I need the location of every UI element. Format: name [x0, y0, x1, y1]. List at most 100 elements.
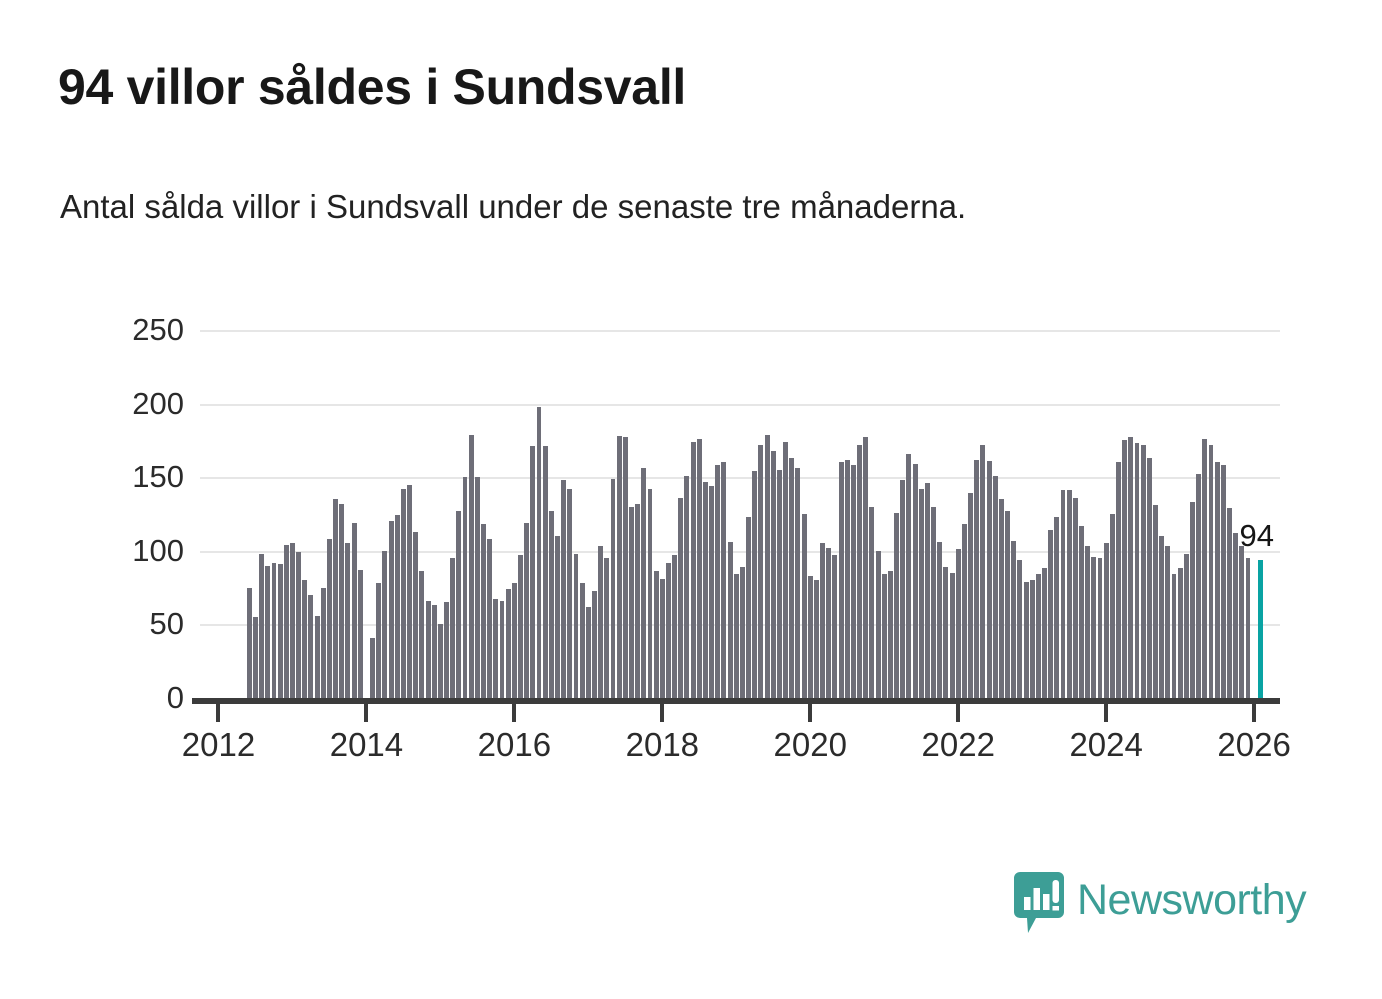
bar — [308, 594, 314, 698]
bar — [783, 441, 789, 698]
y-axis-tick-label: 200 — [132, 385, 184, 421]
x-axis-tick-mark — [1104, 704, 1109, 722]
bar — [1208, 444, 1214, 698]
x-axis-tick-mark — [1252, 704, 1257, 722]
bar — [518, 555, 523, 698]
bar — [592, 590, 597, 698]
bar — [826, 547, 832, 698]
bar — [604, 558, 610, 698]
bar — [1146, 458, 1152, 698]
bar — [370, 637, 376, 698]
bar — [1233, 533, 1239, 698]
bar — [1171, 574, 1177, 698]
bar — [394, 515, 400, 698]
bar — [838, 462, 844, 698]
bar — [721, 462, 727, 698]
bar — [887, 571, 893, 698]
bar — [795, 468, 801, 698]
bar — [1140, 444, 1146, 698]
bar — [1091, 556, 1097, 698]
bar — [481, 524, 486, 698]
bar — [764, 434, 770, 698]
bar — [259, 553, 265, 698]
bar — [844, 459, 850, 698]
bar — [684, 475, 690, 698]
bar — [1220, 465, 1226, 698]
bar — [1054, 516, 1060, 698]
bar — [752, 471, 758, 698]
bar — [1153, 505, 1158, 698]
bar — [622, 437, 628, 698]
bar — [610, 478, 616, 698]
bar — [1196, 474, 1202, 698]
bar — [357, 569, 363, 698]
bar — [1159, 536, 1165, 698]
bar — [320, 587, 326, 698]
bar — [1214, 462, 1220, 698]
bar — [1190, 502, 1195, 698]
x-axis-tick-label: 2016 — [477, 726, 552, 763]
bar — [1202, 438, 1208, 698]
bar — [666, 562, 671, 698]
bar — [641, 468, 647, 698]
bar — [382, 550, 388, 698]
bar — [980, 444, 986, 698]
bar — [709, 486, 715, 698]
bar — [499, 600, 505, 698]
bar — [456, 511, 462, 698]
bar — [733, 574, 739, 698]
bar — [339, 503, 345, 698]
bar — [992, 475, 998, 698]
value-label: 94 — [1239, 517, 1274, 553]
bar-chart-speech-bubble-icon — [1014, 872, 1064, 934]
bar — [659, 578, 665, 698]
bar-highlighted — [1257, 559, 1263, 698]
bar — [333, 499, 339, 698]
bar — [1122, 440, 1128, 698]
y-axis-tick-label: 50 — [149, 606, 184, 642]
bar — [801, 514, 807, 698]
brand-name: Newsworthy — [1077, 875, 1307, 924]
bar — [579, 583, 585, 698]
bar — [863, 437, 869, 698]
bar — [314, 615, 320, 698]
x-axis-tick-mark — [660, 704, 665, 722]
bar — [468, 434, 474, 698]
bar — [937, 541, 943, 698]
bar — [351, 522, 357, 698]
bar — [1011, 540, 1017, 698]
bar — [881, 574, 887, 698]
bar-series — [200, 330, 1280, 698]
bar — [1134, 443, 1140, 698]
bar — [955, 549, 961, 698]
page-title: 94 villor såldes i Sundsvall — [58, 59, 687, 115]
y-axis-tick-label: 250 — [132, 312, 184, 347]
bar — [302, 580, 308, 698]
bar — [746, 516, 752, 698]
bar — [1097, 558, 1103, 698]
x-axis-tick-mark — [512, 704, 517, 722]
bar — [1005, 511, 1010, 698]
bar — [598, 546, 604, 698]
bar — [1177, 568, 1183, 698]
page-subtitle: Antal sålda villor i Sundsvall under de … — [60, 188, 967, 225]
newsworthy-logo[interactable]: Newsworthy — [1014, 872, 1307, 934]
x-axis-tick-label: 2022 — [921, 726, 995, 763]
bar — [253, 617, 258, 698]
bar — [1060, 490, 1066, 698]
bar — [1165, 546, 1171, 698]
x-axis-line — [192, 698, 1280, 704]
bar — [918, 488, 924, 698]
bar — [400, 488, 406, 698]
bar — [758, 444, 764, 698]
bar — [635, 503, 641, 698]
x-axis-tick-mark — [956, 704, 961, 722]
bar — [573, 553, 579, 698]
bar — [474, 477, 480, 698]
bar — [998, 499, 1004, 698]
x-axis-tick-label: 2020 — [773, 726, 847, 763]
bar — [493, 599, 499, 698]
bar — [246, 587, 252, 698]
bar — [1029, 580, 1035, 698]
